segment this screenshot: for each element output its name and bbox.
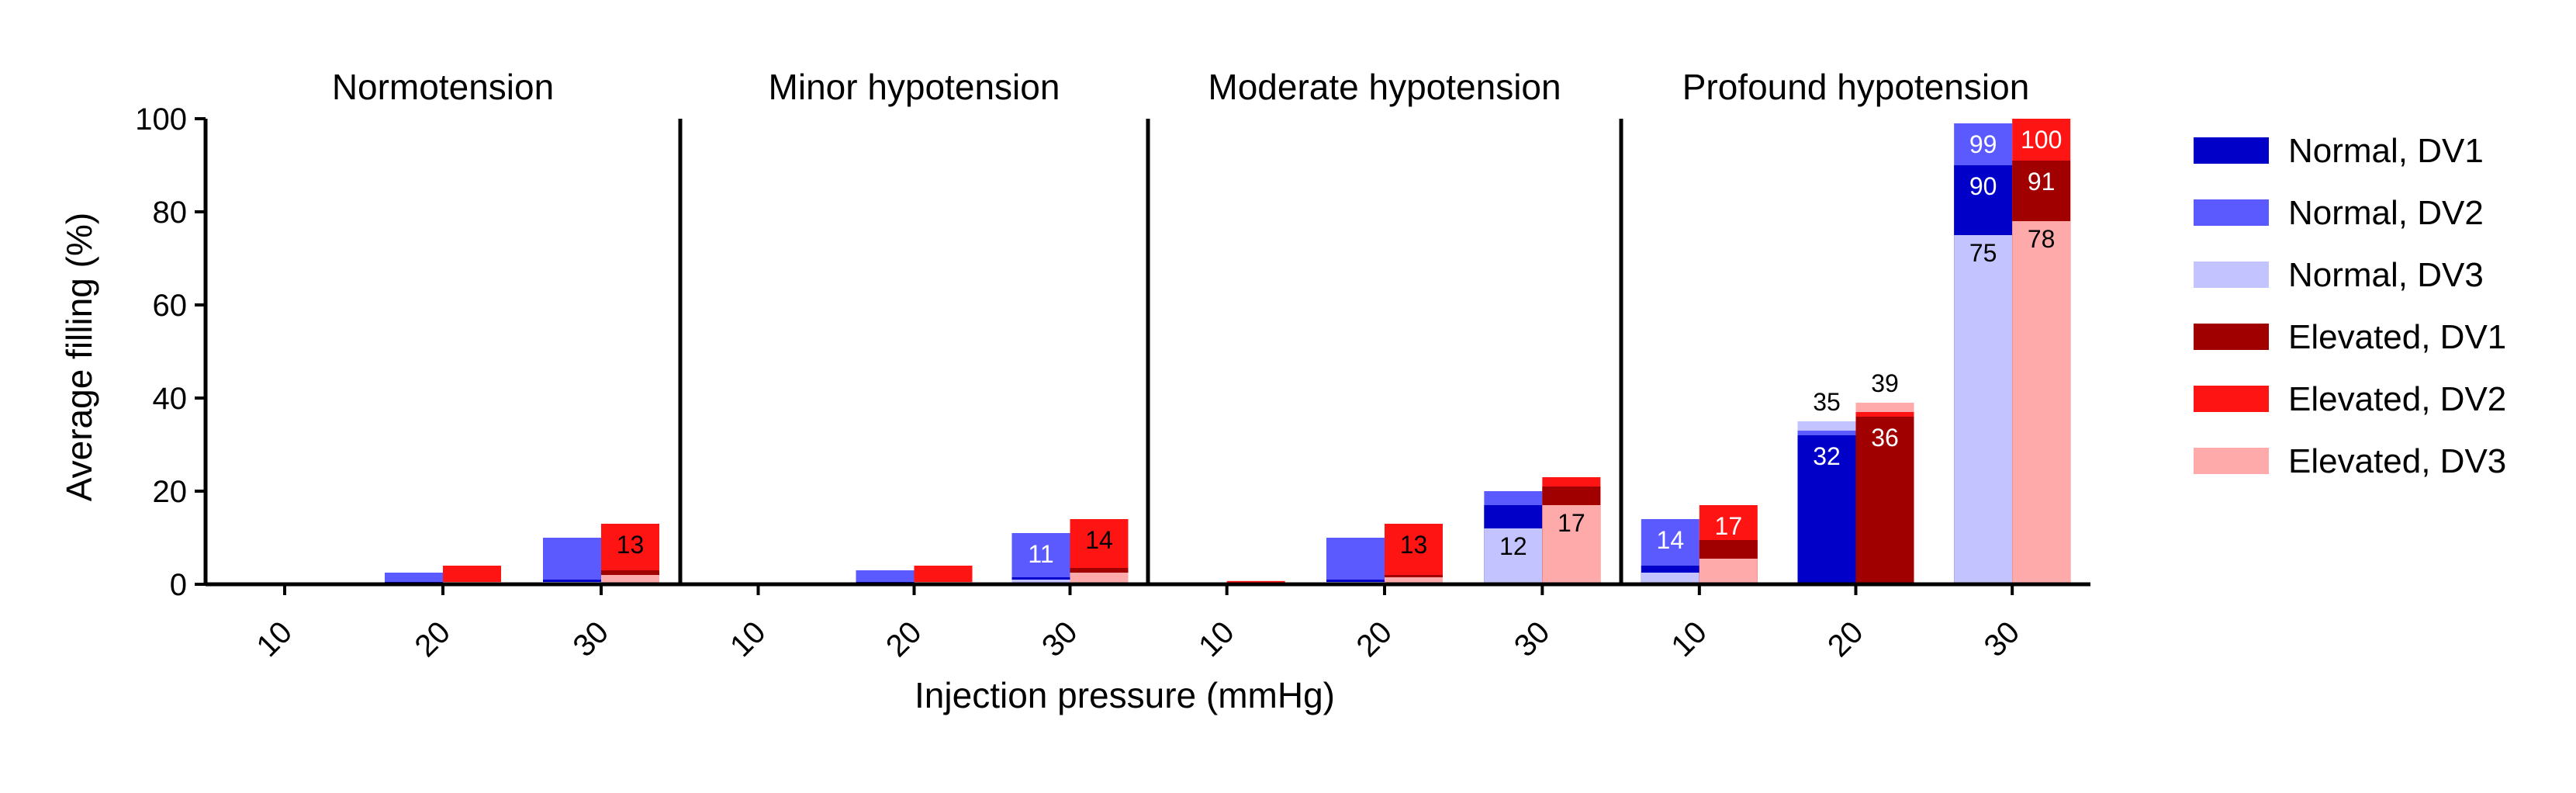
data-label: 39	[1871, 369, 1899, 397]
legend: Normal, DV1 Normal, DV2 Normal, DV3 Elevate…	[2194, 132, 2506, 480]
panel-title: Minor hypotension	[769, 67, 1060, 107]
bar-normal-dv1	[1797, 435, 1856, 584]
data-label: 90	[1969, 172, 1997, 200]
data-label: 100	[2021, 126, 2062, 154]
x-tick-label: 30	[1036, 615, 1084, 664]
legend-label: Elevated, DV3	[2288, 442, 2506, 480]
bar-elevated-dv2	[1385, 524, 1443, 584]
data-label: 36	[1871, 424, 1899, 452]
legend-swatch	[2194, 448, 2269, 474]
legend-label: Elevated, DV1	[2288, 318, 2506, 356]
data-label: 91	[2028, 168, 2056, 196]
legend-label: Normal, DV3	[2288, 256, 2484, 294]
bar-normal-dv2	[1326, 538, 1385, 584]
bar-elevated-dv1	[1855, 417, 1914, 584]
x-tick-label: 30	[1508, 615, 1557, 664]
bar-elevated-dv2	[914, 566, 973, 584]
y-tick-label: 40	[153, 382, 188, 416]
data-label: 99	[1969, 130, 1997, 158]
x-tick-label: 10	[251, 615, 299, 664]
bar-normal-dv2	[543, 538, 601, 584]
bar-elevated-dv3	[1385, 577, 1443, 584]
x-tick-label: 30	[1978, 615, 2027, 664]
data-label: 11	[1028, 540, 1053, 568]
bar-normal-dv2	[856, 570, 915, 584]
data-label: 78	[2028, 225, 2056, 253]
data-label: 14	[1657, 526, 1685, 554]
x-tick-label: 10	[1665, 615, 1713, 664]
data-label: 14	[1085, 526, 1113, 554]
legend-swatch	[2194, 137, 2269, 164]
y-tick-label: 60	[153, 289, 188, 323]
x-tick-label: 20	[409, 615, 458, 664]
data-label: 17	[1715, 512, 1743, 540]
bar-elevated-dv3	[1542, 505, 1601, 584]
bar-elevated-dv3	[1699, 559, 1758, 584]
legend-swatch	[2194, 386, 2269, 412]
legend-swatch	[2194, 261, 2269, 288]
legend-label: Elevated, DV2	[2288, 380, 2506, 418]
data-label: 17	[1558, 509, 1585, 537]
legend-label: Normal, DV1	[2288, 132, 2484, 170]
bar-normal-dv3	[1954, 235, 2013, 584]
legend-swatch	[2194, 324, 2269, 350]
x-axis-label: Injection pressure (mmHg)	[915, 675, 1335, 715]
bar-elevated-dv3	[2012, 221, 2071, 584]
y-tick-label: 80	[153, 196, 188, 230]
legend-swatch	[2194, 199, 2269, 226]
x-tick-label: 10	[1192, 615, 1241, 664]
bar-normal-dv2	[1011, 533, 1070, 584]
x-tick-label: 10	[724, 615, 773, 664]
y-tick-label: 100	[135, 102, 187, 137]
bar-normal-dv3	[1641, 573, 1699, 584]
data-label: 35	[1813, 388, 1841, 416]
legend-label: Normal, DV2	[2288, 194, 2484, 232]
x-tick-label: 20	[880, 615, 928, 664]
data-label: 13	[617, 531, 645, 559]
data-label: 12	[1499, 532, 1527, 560]
y-tick-label: 20	[153, 475, 188, 509]
panel-title: Moderate hypotension	[1208, 67, 1561, 107]
bar-elevated-dv3	[1070, 573, 1129, 584]
bar-normal-dv3	[1484, 528, 1543, 584]
bar-normal-dv3	[1011, 580, 1070, 584]
y-tick-label: 0	[170, 568, 187, 602]
bars-layer	[385, 119, 2071, 584]
data-label: 32	[1813, 442, 1841, 470]
bar-normal-dv2	[385, 573, 443, 584]
x-tick-label: 20	[1821, 615, 1870, 664]
data-label: 13	[1400, 531, 1428, 559]
bar-elevated-dv2	[443, 566, 501, 584]
y-axis-label: Average filling (%)	[59, 213, 99, 501]
x-tick-label: 20	[1350, 615, 1399, 664]
data-labels-layer: 13 11 14 13 12 17 14 17 32 35 36 39 90 99 75 91 100 78	[617, 126, 2063, 568]
bar-elevated-dv3	[601, 575, 659, 584]
panel-title: Normotension	[332, 67, 554, 107]
panel-title: Profound hypotension	[1682, 67, 2030, 107]
data-label: 75	[1969, 239, 1997, 267]
x-tick-label: 30	[567, 615, 616, 664]
